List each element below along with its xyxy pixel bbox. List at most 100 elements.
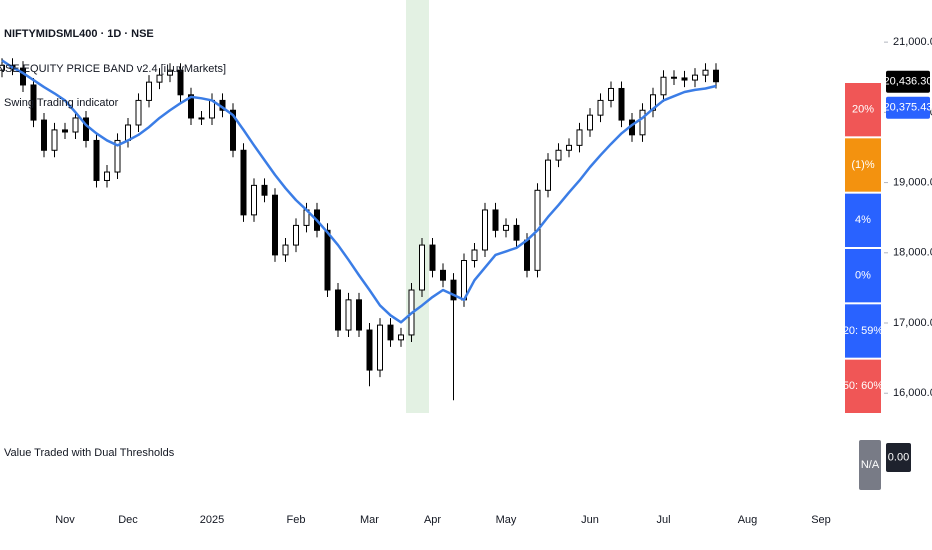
candle-body	[671, 76, 677, 79]
candle-body	[503, 224, 509, 231]
candle-body	[167, 69, 173, 76]
candle-body	[366, 329, 373, 371]
candle-body	[377, 324, 383, 371]
plot	[0, 58, 719, 401]
badge-box	[859, 440, 881, 490]
candle-body	[324, 229, 331, 291]
signal-label: 20: 59%	[843, 325, 884, 337]
candle-body	[576, 129, 583, 146]
candle-body	[440, 269, 446, 281]
candle-body	[713, 69, 719, 83]
highlight-band	[406, 0, 429, 413]
x-tick-label: Apr	[424, 514, 441, 526]
candle-body	[293, 224, 299, 246]
pane-title: Value Traded with Dual Thresholds	[4, 447, 175, 459]
candle-body	[114, 139, 121, 173]
candle-body	[83, 117, 89, 141]
reading-label: 0.00	[888, 451, 909, 463]
candle-body	[51, 129, 58, 151]
candle-body	[62, 129, 68, 133]
signal-label: (1)%	[851, 159, 874, 171]
signal-box	[845, 193, 881, 247]
candle-body	[156, 74, 163, 83]
signal-label: 20%	[852, 104, 874, 116]
candle-body	[251, 184, 257, 216]
candle-body	[72, 117, 79, 133]
candle-body	[398, 334, 404, 341]
y-tick-label: 17,000.00	[893, 317, 932, 329]
signal-label: 0%	[855, 270, 871, 282]
x-tick-label: Dec	[118, 514, 138, 526]
x-tick-label: Nov	[55, 514, 75, 526]
candle-body	[261, 184, 268, 196]
candle-body	[335, 289, 341, 331]
candle-body	[188, 94, 194, 119]
x-tick-label: Feb	[287, 514, 306, 526]
x-tick-label: Jun	[581, 514, 599, 526]
candle-body	[492, 209, 499, 231]
candle-body	[230, 109, 236, 151]
candle-body	[429, 244, 436, 271]
candle-body	[702, 69, 709, 76]
candle-body	[513, 224, 520, 241]
x-tick-label: Jul	[656, 514, 670, 526]
candle-body	[20, 67, 26, 86]
price-label-box	[886, 96, 930, 119]
y-tick-label: 18,000.00	[893, 247, 932, 259]
signal-label: 4%	[855, 214, 871, 226]
candle-body	[524, 239, 530, 271]
price-label: 20,375.43	[884, 102, 932, 114]
candle-body	[692, 74, 698, 81]
candle-body	[555, 149, 562, 161]
price-label-box	[886, 70, 930, 93]
candle-body	[104, 171, 110, 181]
candle-body	[471, 249, 478, 262]
candle-body	[0, 64, 5, 71]
candle-body	[608, 87, 614, 101]
signal-box	[845, 249, 881, 303]
candle-body	[272, 194, 278, 256]
candle-body	[450, 279, 457, 301]
candle-body	[597, 99, 604, 116]
candle-body	[566, 144, 572, 151]
signal-box	[845, 83, 881, 137]
badge-label: N/A	[861, 459, 880, 471]
candle-body	[356, 299, 362, 331]
candle-body	[419, 244, 425, 291]
x-tick-label: Sep	[811, 514, 831, 526]
candle-body	[198, 117, 205, 120]
candle-body	[240, 149, 247, 216]
candle-body	[93, 139, 100, 181]
candle-body	[545, 159, 551, 191]
candle-body	[387, 324, 394, 341]
signal-box	[845, 138, 881, 192]
x-tick-label: 2025	[200, 514, 224, 526]
signal-box	[845, 304, 881, 358]
moving-average	[1, 59, 717, 324]
x-tick-label: Mar	[360, 514, 379, 526]
candle-body	[41, 119, 47, 151]
indicator-label: Swing Trading indicator	[4, 97, 119, 109]
candle-body	[177, 69, 184, 96]
candle-body	[146, 81, 152, 101]
candle-body	[482, 209, 488, 251]
candle-body	[345, 299, 352, 331]
y-tick-label: 16,000.00	[893, 387, 932, 399]
reading-box	[886, 443, 911, 472]
x-tick-label: Aug	[738, 514, 758, 526]
candle-body	[639, 109, 646, 136]
chart-title: NIFTYMIDSML400 · 1D · NSE	[4, 28, 154, 40]
x-tick-label: May	[496, 514, 517, 526]
y-tick-label: 21,000.00	[893, 36, 932, 48]
signal-box	[845, 359, 881, 413]
y-tick-label: 19,000.00	[893, 176, 932, 188]
price-label: 20,436.30	[884, 76, 932, 88]
candle-body	[135, 99, 142, 126]
candle-body	[30, 84, 37, 121]
signal-label: 50: 60%	[843, 380, 884, 392]
candle-body	[681, 77, 688, 81]
candle-body	[618, 87, 625, 121]
